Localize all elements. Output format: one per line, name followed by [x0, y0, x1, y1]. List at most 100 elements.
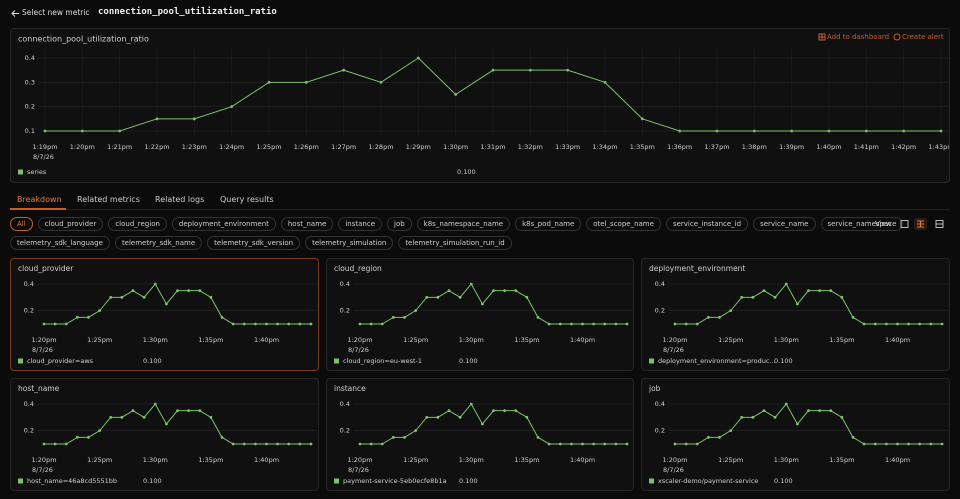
filter-chip[interactable]: telemetry_sdk_name [114, 236, 203, 250]
data-point [569, 322, 573, 326]
tab[interactable]: Query results [220, 195, 274, 204]
x-tick-label: 1:35pm [829, 456, 854, 464]
back-arrow[interactable] [11, 9, 20, 18]
data-point [209, 415, 213, 419]
filter-chip[interactable]: deployment_environment [171, 217, 276, 231]
x-tick-label: 1:38pm [742, 143, 767, 151]
breakdown-panel[interactable]: instance 0.2 0.4 1:20pm 1:25pm 1:30pm 1:35pm 1:… [326, 378, 634, 491]
breakdown-panel[interactable]: job 0.2 0.4 1:20pm 1:25pm 1:30pm 1:35pm 1:40pm 8… [641, 378, 950, 491]
x-tick-label: 1:35pm [514, 336, 539, 344]
x-tick-label: 1:35pm [198, 336, 223, 344]
data-point [640, 117, 644, 121]
x-tick-label: 1:23pm [182, 143, 207, 151]
data-point [592, 442, 596, 446]
y-tick-label: 0.4 [25, 54, 35, 62]
filter-chip[interactable]: telemetry_sdk_version [207, 236, 301, 250]
filter-chip[interactable]: k8s_namespace_name [416, 217, 511, 231]
data-point [907, 442, 911, 446]
data-point [929, 322, 933, 326]
x-tick-label: 1:21pm [107, 143, 132, 151]
filter-chip[interactable]: service_namespace [820, 217, 904, 231]
data-point [120, 415, 124, 419]
x-tick-label: 1:43pm [928, 143, 949, 151]
chart: host_name 0.2 0.4 1:20pm 1:25pm 1:30pm 1:35pm 1… [18, 384, 317, 485]
filter-chip[interactable]: instance [338, 217, 382, 231]
data-point [64, 322, 68, 326]
x-tick-label: 1:25pm [403, 336, 428, 344]
data-point [309, 322, 313, 326]
data-point [231, 322, 235, 326]
filter-chip[interactable]: job [387, 217, 412, 231]
data-point [829, 409, 833, 413]
x-date-label: 8/7/26 [348, 466, 369, 474]
chart-title: instance [334, 384, 366, 393]
legend-swatch [334, 478, 339, 484]
chart: cloud_provider 0.2 0.4 1:20pm 1:25pm 1:30pm 1:… [18, 264, 317, 365]
filter-chip[interactable]: service_instance_id [665, 217, 749, 231]
legend-value: 0.100 [774, 477, 793, 485]
filter-chip[interactable]: host_name [280, 217, 334, 231]
data-point [684, 442, 688, 446]
x-date-label: 8/7/26 [32, 466, 53, 474]
tab[interactable]: Related logs [155, 195, 205, 204]
data-point [358, 442, 362, 446]
chart: instance 0.2 0.4 1:20pm 1:25pm 1:30pm 1:35pm 1:… [334, 384, 633, 485]
create-alert[interactable]: Create alert [902, 33, 944, 41]
add-to-dashboard[interactable]: Add to dashboard [827, 33, 890, 41]
x-tick-label: 1:35pm [630, 143, 655, 151]
filter-chip[interactable]: cloud_region [108, 217, 167, 231]
data-point [706, 315, 710, 319]
filter-chip[interactable]: cloud_provider [37, 217, 104, 231]
x-tick-label: 1:20pm [347, 456, 372, 464]
data-point [298, 442, 302, 446]
filter-chip[interactable]: telemetry_simulation [305, 236, 394, 250]
tab[interactable]: Breakdown [17, 195, 62, 204]
data-point [267, 80, 271, 84]
filter-chip[interactable]: telemetry_simulation_run_id [398, 236, 512, 250]
filter-chip[interactable]: otel_scope_name [586, 217, 661, 231]
view-toggle[interactable] [898, 218, 950, 230]
filter-chip[interactable]: telemetry_sdk_language [10, 236, 110, 250]
chart-title: job [648, 384, 661, 393]
data-point [75, 435, 79, 439]
filter-chip[interactable]: k8s_pod_name [515, 217, 582, 231]
x-tick-label: 1:20pm [662, 456, 687, 464]
tab[interactable]: Related metrics [77, 195, 140, 204]
x-tick-label: 1:40pm [816, 143, 841, 151]
x-tick-label: 1:40pm [885, 456, 910, 464]
y-tick-label: 0.4 [24, 400, 34, 408]
breakdown-panel[interactable]: cloud_provider 0.2 0.4 1:20pm 1:25pm 1:30pm 1:… [10, 258, 319, 371]
data-point [907, 322, 911, 326]
y-tick-label: 0.3 [25, 78, 35, 86]
data-point [695, 322, 699, 326]
data-point [369, 442, 373, 446]
legend-label: payment-service-5eb0ecfe8b1a [343, 477, 447, 485]
data-point [818, 409, 822, 413]
data-point [547, 322, 551, 326]
data-point [304, 80, 308, 84]
data-point [176, 289, 179, 293]
data-point [53, 322, 57, 326]
legend-value: 0.100 [457, 168, 476, 176]
data-point [342, 68, 346, 72]
breakdown-panel[interactable]: cloud_region 0.2 0.4 1:20pm 1:25pm 1:30pm 1:35… [326, 258, 634, 371]
data-point [884, 442, 888, 446]
data-point [142, 415, 146, 419]
data-point [614, 322, 618, 326]
filter-chip[interactable]: service_name [753, 217, 816, 231]
y-tick-label: 0.4 [340, 400, 350, 408]
x-tick-label: 1:30pm [443, 143, 468, 151]
legend-swatch [649, 478, 654, 484]
back-link[interactable]: Select new metric [22, 8, 90, 17]
x-tick-label: 1:25pm [403, 456, 428, 464]
chart-title: connection_pool_utilization_ratio [18, 35, 149, 44]
legend-label: deployment_environment=produc… [658, 357, 776, 365]
filter-chip[interactable]: All [10, 217, 33, 231]
data-point [581, 442, 584, 446]
breakdown-panel[interactable]: host_name 0.2 0.4 1:20pm 1:25pm 1:30pm 1:35pm 1… [10, 378, 319, 491]
breakdown-panel[interactable]: deployment_environment 0.2 0.4 1:20pm 1:25pm… [641, 258, 950, 371]
data-point [558, 442, 562, 446]
x-tick-label: 1:20pm [31, 456, 56, 464]
data-point [242, 322, 246, 326]
